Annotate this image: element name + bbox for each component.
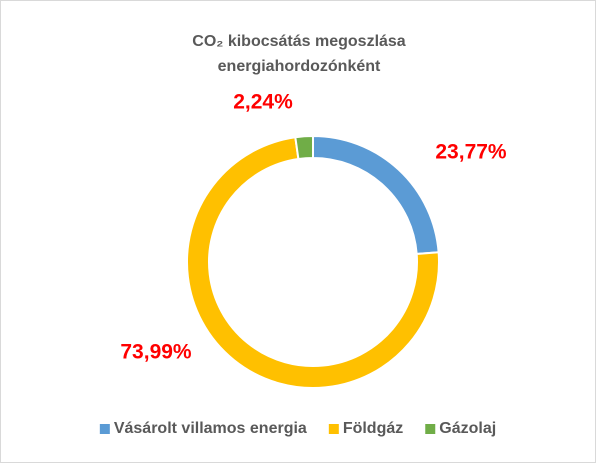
data-label: 73,99% — [120, 341, 192, 364]
data-label: 2,24% — [233, 91, 293, 114]
legend-swatch — [99, 424, 110, 434]
donut-segment — [186, 136, 440, 389]
donut-segment — [294, 134, 314, 161]
data-label: 23,77% — [435, 141, 507, 164]
legend-label: Földgáz — [343, 420, 403, 437]
legend-swatch — [425, 424, 436, 434]
legend-swatch — [328, 424, 339, 434]
legend-label: Vásárolt villamos energia — [114, 420, 307, 437]
legend-label: Gázolaj — [439, 420, 496, 437]
chart-title: CO₂ kibocsátás megoszlása energiahordozó… — [192, 33, 406, 75]
donut-segment — [312, 134, 440, 256]
